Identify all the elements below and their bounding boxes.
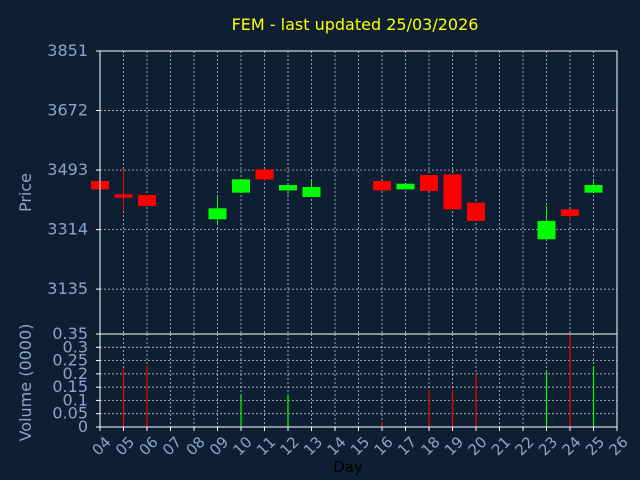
day-tick-label: 16	[371, 433, 397, 459]
day-tick-label: 08	[183, 433, 209, 459]
price-tick-label: 3314	[47, 220, 88, 239]
candle-down-body	[114, 194, 133, 198]
day-tick-label: 21	[488, 433, 514, 459]
price-axis-label: Price	[16, 173, 35, 212]
day-tick-label: 09	[206, 433, 232, 459]
candle-down-body	[420, 175, 438, 192]
price-grid	[100, 51, 617, 334]
day-tick-label: 13	[300, 433, 326, 459]
day-tick-label: 10	[230, 433, 256, 459]
day-tick-label: 18	[418, 433, 444, 459]
volume-axis-ticks: 00.050.10.150.20.250.30.35	[52, 324, 100, 436]
volume-tick-label: 0.1	[63, 390, 88, 409]
day-tick-label: 26	[606, 433, 632, 459]
candle-up-body	[208, 208, 227, 220]
volume-series	[122, 334, 595, 427]
candle-up-body	[302, 187, 321, 197]
price-tick-label: 3851	[47, 41, 88, 60]
price-tick-label: 3672	[47, 101, 88, 120]
day-tick-label: 17	[394, 433, 420, 459]
candle-down-body	[443, 174, 462, 210]
candlestick-series	[91, 169, 603, 240]
day-tick-label: 23	[535, 433, 561, 459]
day-axis-label: Day	[333, 458, 363, 476]
volume-axis-label: Volume (0000)	[16, 324, 35, 442]
day-tick-label: 12	[277, 433, 303, 459]
volume-tick-label: 0.15	[52, 377, 88, 396]
candle-down-body	[373, 181, 391, 191]
volume-tick-label: 0.05	[52, 404, 88, 423]
day-tick-label: 04	[89, 433, 115, 459]
volume-tick-label: 0.2	[63, 364, 88, 383]
candle-up-body	[396, 183, 415, 190]
candle-up-body	[537, 220, 556, 240]
candle-up-body	[279, 185, 297, 191]
volume-tick-label: 0.25	[52, 351, 88, 370]
volume-tick-label: 0.3	[63, 337, 88, 356]
price-tick-label: 3493	[47, 160, 88, 179]
day-tick-label: 14	[324, 433, 350, 459]
day-tick-label: 06	[136, 433, 162, 459]
candle-up-body	[584, 185, 603, 193]
candle-down-body	[467, 202, 485, 221]
candle-up-body	[232, 179, 250, 193]
day-tick-label: 19	[441, 433, 467, 459]
day-tick-label: 25	[582, 433, 608, 459]
candle-down-body	[561, 209, 579, 216]
volume-tick-label: 0.35	[52, 324, 88, 343]
chart-title: FEM - last updated 25/03/2026	[232, 15, 479, 34]
day-tick-label: 20	[465, 433, 491, 459]
volume-tick-label: 0	[78, 417, 88, 436]
day-tick-label: 22	[512, 433, 538, 459]
day-axis-ticks: 0405060708091011121314151617181920212223…	[89, 427, 632, 459]
candle-down-body	[138, 194, 156, 206]
day-tick-label: 05	[112, 433, 138, 459]
price-axis-ticks: 3135 3314 3493 3672 3851	[47, 41, 100, 298]
day-tick-label: 24	[559, 433, 585, 459]
price-tick-label: 3135	[47, 279, 88, 298]
day-tick-label: 11	[253, 433, 279, 459]
volume-grid	[100, 334, 617, 427]
candle-down-body	[255, 169, 274, 180]
day-tick-label: 07	[159, 433, 185, 459]
day-tick-label: 15	[347, 433, 373, 459]
volume-panel-frame	[99, 333, 618, 428]
